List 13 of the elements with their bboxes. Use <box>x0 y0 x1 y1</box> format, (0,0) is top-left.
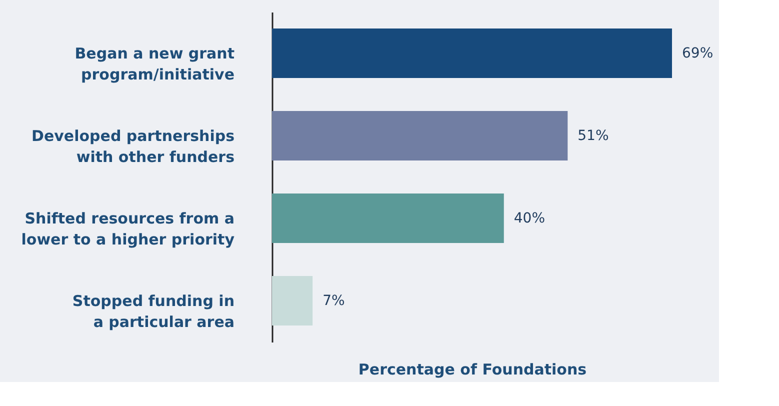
y-tick-label: Developed partnerships with other funders <box>32 126 235 166</box>
bar <box>272 111 568 160</box>
data-label: 40% <box>514 210 546 226</box>
y-tick-label: Stopped funding in a particular area <box>72 292 234 331</box>
bar <box>272 28 672 78</box>
data-label: 7% <box>322 292 345 309</box>
bar <box>272 194 504 243</box>
data-label: 69% <box>682 45 714 62</box>
x-axis-title: Percentage of Foundations <box>358 360 587 378</box>
data-label: 51% <box>578 128 609 144</box>
y-tick-label: Began a new grant program/initiative <box>74 44 234 84</box>
bar <box>272 276 313 326</box>
y-tick-label: Shifted resources from a lower to a higher priority <box>21 209 235 248</box>
